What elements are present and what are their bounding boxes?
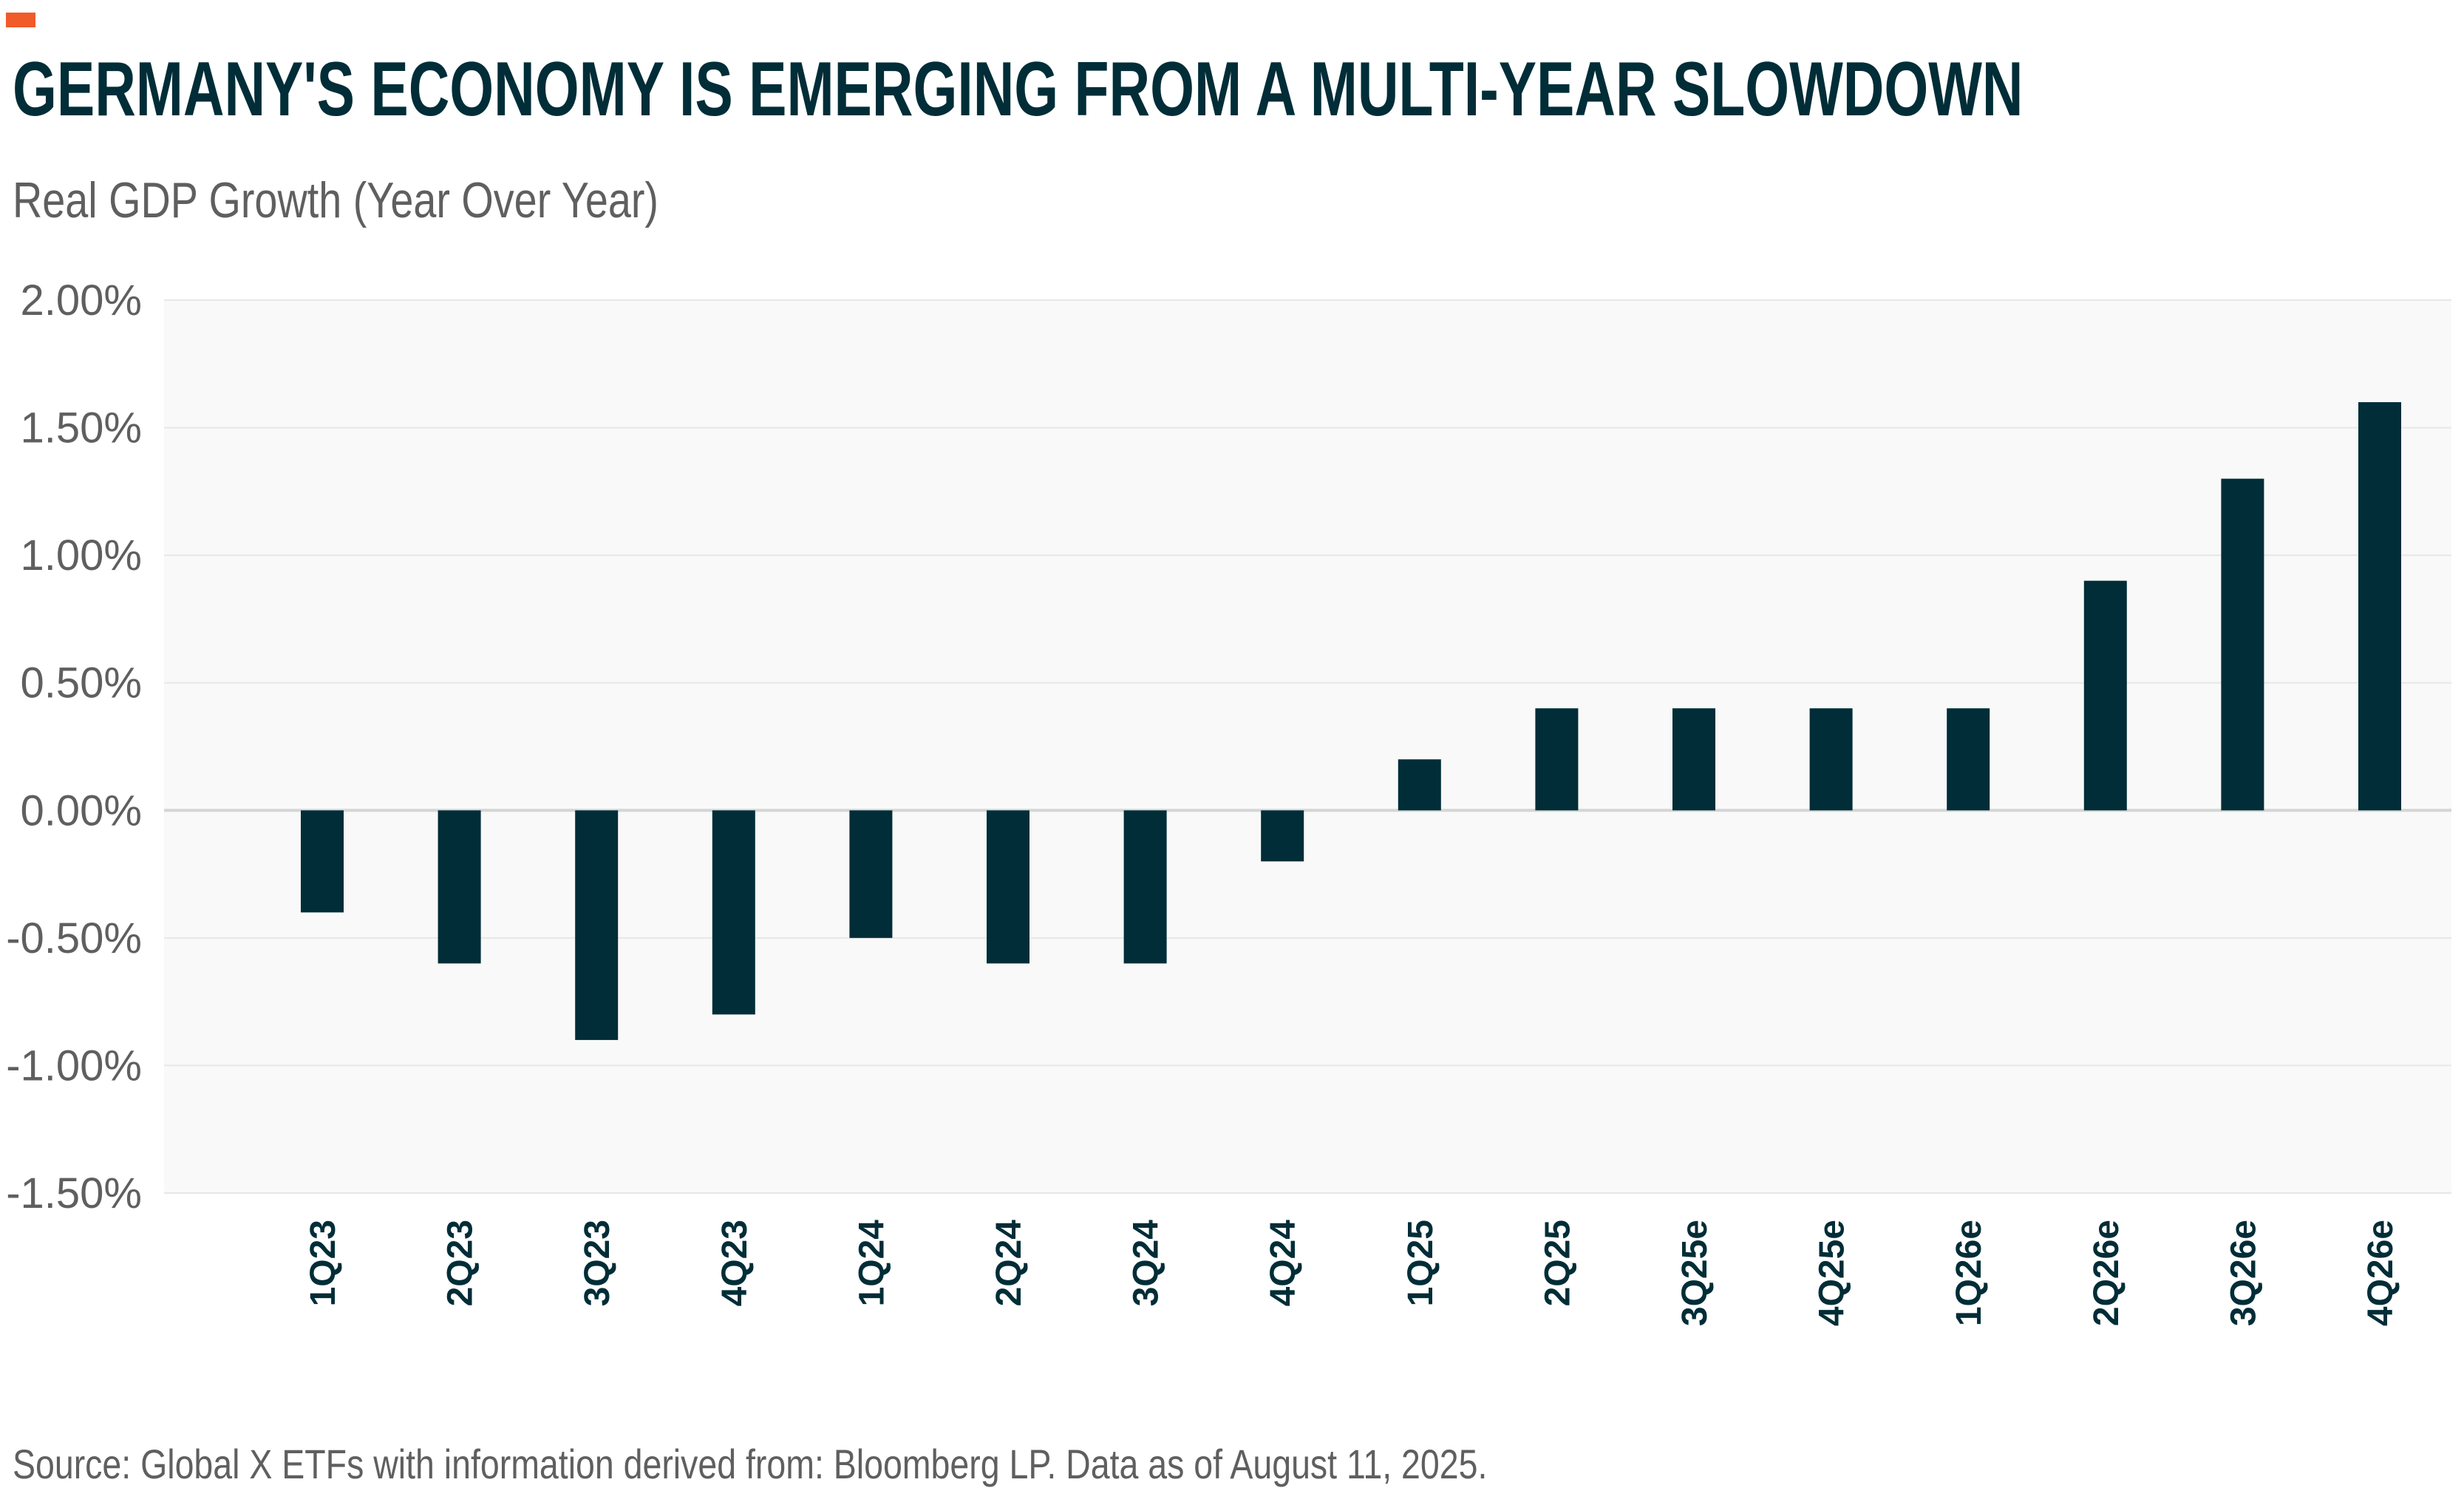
x-tick-label: 3Q26e	[2224, 1220, 2263, 1326]
y-tick-label: -1.50%	[6, 1169, 142, 1217]
bar-2Q25	[1535, 708, 1579, 811]
x-tick-label: 4Q26e	[2361, 1220, 2400, 1326]
source-note: Source: Global X ETFs with information d…	[13, 1441, 1488, 1487]
bar-3Q23	[575, 810, 619, 1040]
x-tick-label: 1Q23	[304, 1220, 343, 1306]
x-tick-label: 2Q25	[1538, 1220, 1577, 1306]
x-tick-label: 3Q23	[578, 1220, 617, 1306]
bar-3Q26e	[2221, 478, 2264, 811]
chart-subtitle: Real GDP Growth (Year Over Year)	[13, 172, 658, 228]
y-tick-label: -0.50%	[6, 914, 142, 962]
x-tick-label: 4Q24	[1264, 1220, 1303, 1307]
x-tick-label: 1Q25	[1401, 1220, 1440, 1306]
x-tick-label: 1Q26e	[1950, 1220, 1989, 1326]
accent-bar	[6, 13, 35, 27]
x-tick-label: 1Q24	[852, 1220, 891, 1307]
x-tick-label: 2Q24	[990, 1220, 1029, 1307]
y-tick-label: 1.00%	[21, 531, 142, 580]
x-tick-label: 2Q23	[441, 1220, 480, 1306]
x-tick-label: 2Q26e	[2087, 1220, 2126, 1326]
x-tick-label: 4Q23	[715, 1220, 755, 1306]
bar-4Q26e	[2358, 402, 2401, 811]
bar-2Q26e	[2083, 580, 2127, 811]
x-tick-label: 3Q25e	[1675, 1220, 1715, 1326]
x-tick-label: 3Q24	[1127, 1220, 1166, 1307]
bar-1Q24	[849, 810, 893, 938]
bar-1Q25	[1398, 759, 1441, 811]
y-tick-label: 0.00%	[21, 787, 142, 835]
bar-4Q23	[712, 810, 755, 1015]
y-tick-label: 1.50%	[21, 404, 142, 452]
chart-title: GERMANY'S ECONOMY IS EMERGING FROM A MUL…	[13, 47, 2024, 132]
bar-2Q24	[987, 810, 1029, 964]
bar-3Q25e	[1672, 708, 1715, 811]
y-tick-label: 0.50%	[21, 659, 142, 707]
plot-area	[164, 300, 2451, 1193]
y-tick-label: -1.00%	[6, 1042, 142, 1090]
bar-1Q26e	[1947, 708, 1990, 811]
bar-1Q23	[301, 810, 344, 913]
bar-4Q24	[1261, 810, 1304, 862]
bar-2Q23	[438, 810, 481, 964]
bar-4Q25e	[1809, 708, 1853, 811]
x-tick-label: 4Q25e	[1813, 1220, 1852, 1326]
bar-3Q24	[1123, 810, 1167, 964]
y-tick-label: 2.00%	[21, 276, 142, 325]
